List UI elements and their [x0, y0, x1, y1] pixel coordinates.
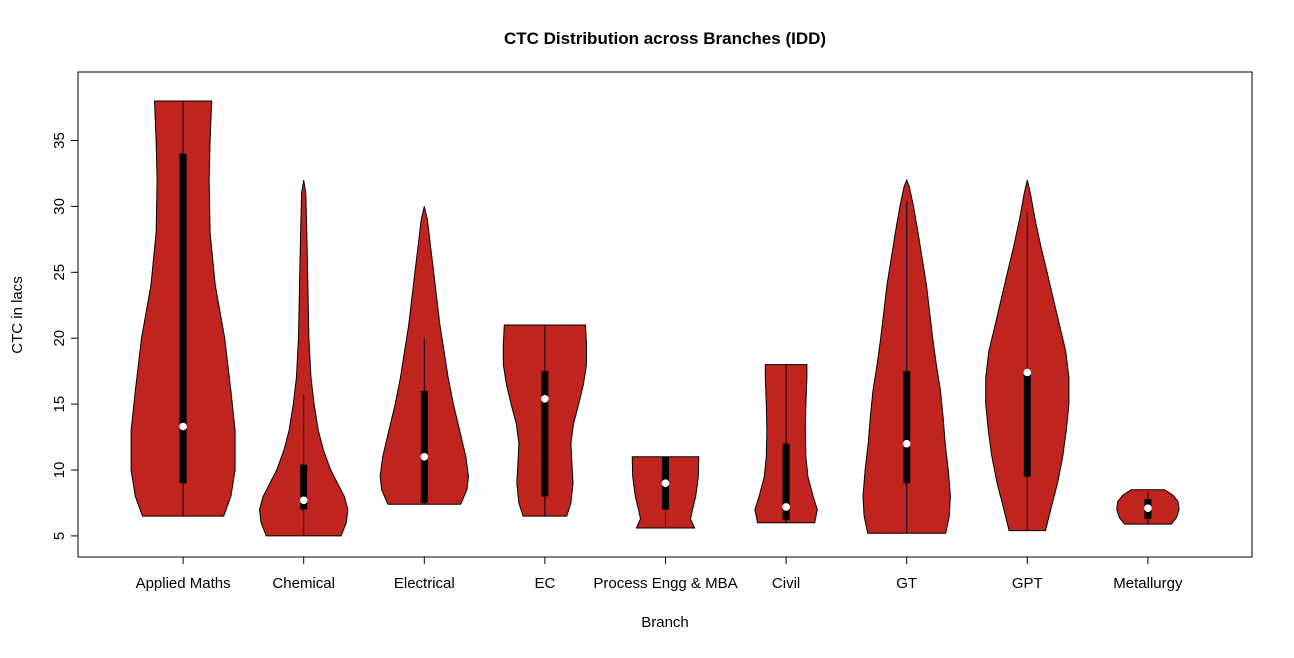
x-tick-label: EC	[534, 575, 555, 592]
y-tick-label: 5	[51, 532, 68, 540]
y-tick-label: 20	[51, 330, 68, 347]
iqr-box	[903, 371, 911, 484]
x-tick-label: GT	[896, 575, 917, 592]
x-tick-label: Metallurgy	[1113, 575, 1183, 592]
median-dot	[1023, 368, 1032, 377]
median-dot	[1144, 504, 1152, 512]
violin-gt	[862, 178, 951, 534]
x-axis-label: Branch	[641, 614, 689, 631]
median-dot	[179, 422, 187, 431]
median-dot	[541, 395, 549, 403]
y-axis-label: CTC in lacs	[9, 276, 26, 354]
median-dot	[420, 453, 429, 461]
violin-shape	[258, 180, 349, 537]
x-tick-label: GPT	[1012, 575, 1043, 592]
iqr-box	[1023, 371, 1031, 477]
violin-civil	[754, 364, 818, 524]
x-axis: Applied Maths Chemical Electrical EC Process…	[136, 557, 1183, 592]
violin-applied-maths	[130, 100, 236, 517]
x-tick-label: Civil	[772, 575, 800, 592]
median-dot	[299, 496, 308, 505]
median-dot	[902, 439, 911, 448]
median-dot	[782, 503, 790, 511]
x-tick-label: Process Engg & MBA	[593, 575, 737, 592]
violin-chemical	[258, 180, 349, 537]
violin-metallurgy	[1116, 489, 1180, 525]
iqr-box	[420, 390, 428, 503]
violin-ec	[502, 324, 587, 517]
y-tick-label: 30	[51, 198, 68, 215]
iqr-box	[782, 443, 790, 521]
y-tick-label: 15	[51, 396, 68, 413]
y-axis: 5 10 15 20 25 30 35	[51, 132, 78, 540]
y-tick-label: 10	[51, 462, 68, 479]
median-dot	[661, 479, 670, 488]
y-tick-label: 25	[51, 264, 68, 281]
iqr-box	[541, 371, 549, 497]
violin-gpt	[985, 179, 1070, 532]
x-tick-label: Chemical	[272, 575, 335, 592]
chart-title: CTC Distribution across Branches (IDD)	[504, 29, 826, 48]
iqr-box	[300, 464, 308, 510]
violin-process-engg-mba	[631, 456, 700, 529]
y-tick-label: 35	[51, 132, 68, 149]
x-tick-label: Applied Maths	[136, 575, 231, 592]
iqr-box	[179, 153, 187, 484]
violin-electrical	[379, 206, 470, 505]
x-tick-label: Electrical	[394, 575, 455, 592]
